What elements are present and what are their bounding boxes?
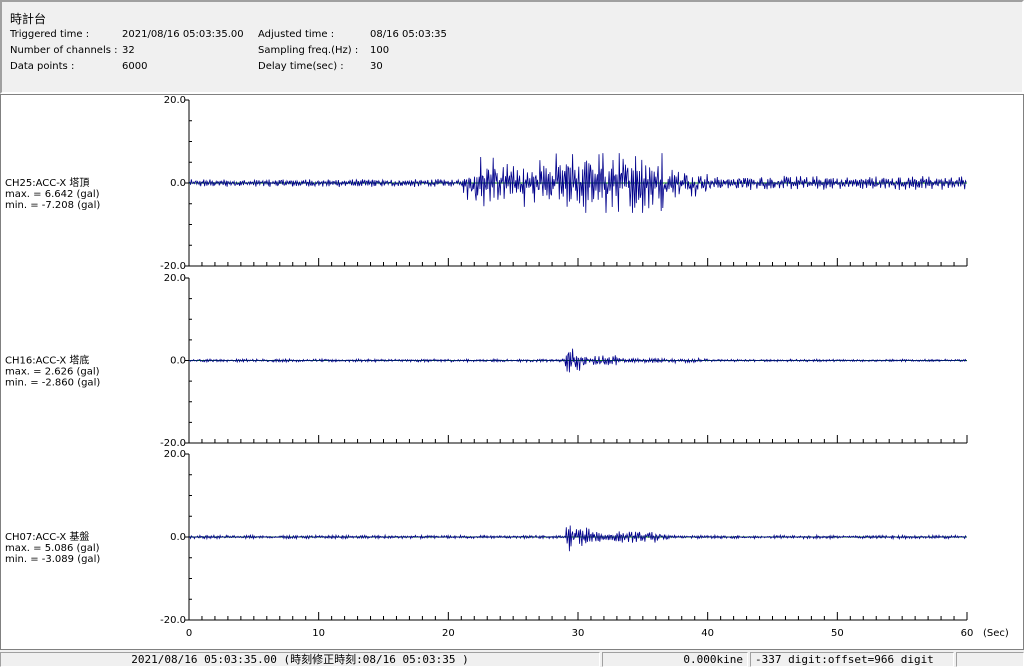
data-points-label: Data points : <box>10 61 75 72</box>
triggered-time-value: 2021/08/16 05:03:35.00 <box>122 29 244 40</box>
y-tick-label: 20.0 <box>164 449 186 460</box>
status-extra <box>956 652 1024 667</box>
x-tick-label: 10 <box>312 628 325 639</box>
status-bar: 2021/08/16 05:03:35.00 (時刻修正時刻:08/16 05:… <box>0 651 1024 667</box>
channels-label: Number of channels : <box>10 45 118 56</box>
channel-min: min. = -7.208 (gal) <box>5 200 100 211</box>
waveform-line <box>188 153 967 213</box>
info-header: 時計台 Triggered time : 2021/08/16 05:03:35… <box>0 0 1024 94</box>
channels-value: 32 <box>122 45 135 56</box>
channel-name: CH07:ACC-X 基盤 <box>5 530 89 543</box>
status-digit: -337 digit:offset=966 digit <box>750 652 954 667</box>
y-tick-label: 20.0 <box>164 273 186 284</box>
delay-value: 30 <box>370 61 383 72</box>
y-tick-label: -20.0 <box>160 438 186 449</box>
y-tick-label: 0.0 <box>170 532 186 543</box>
channel-max: max. = 5.086 (gal) <box>5 543 100 554</box>
x-tick-label: 50 <box>831 628 844 639</box>
channel-max: max. = 2.626 (gal) <box>5 367 100 378</box>
x-tick-label: 40 <box>701 628 714 639</box>
channel-name: CH16:ACC-X 塔底 <box>5 354 89 367</box>
y-tick-label: 20.0 <box>164 95 186 106</box>
status-time: 2021/08/16 05:03:35.00 (時刻修正時刻:08/16 05:… <box>0 652 600 667</box>
channel-name: CH25:ACC-X 塔頂 <box>5 176 89 189</box>
station-name: 時計台 <box>10 12 47 26</box>
channel-min: min. = -3.089 (gal) <box>5 554 100 565</box>
y-tick-label: 0.0 <box>170 356 186 367</box>
channel-min: min. = -2.860 (gal) <box>5 378 100 389</box>
x-tick-label: 0 <box>186 628 192 639</box>
x-tick-label: 20 <box>442 628 455 639</box>
waveform-line <box>188 525 967 552</box>
x-tick-label: 30 <box>572 628 585 639</box>
x-tick-label: 60 <box>961 628 974 639</box>
adjusted-time-label: Adjusted time : <box>258 29 335 40</box>
status-velocity: 0.000kine <box>602 652 748 667</box>
sampling-label: Sampling freq.(Hz) : <box>258 45 359 56</box>
triggered-time-label: Triggered time : <box>10 29 90 40</box>
waveform-plot-area: CH25:ACC-X 塔頂 max. = 6.642 (gal) min. = -7… <box>0 94 1024 650</box>
y-tick-label: 0.0 <box>170 178 186 189</box>
waveform-line <box>188 348 967 373</box>
y-tick-label: -20.0 <box>160 261 186 272</box>
channel-max: max. = 6.642 (gal) <box>5 189 100 200</box>
data-points-value: 6000 <box>122 61 148 72</box>
delay-label: Delay time(sec) : <box>258 61 344 72</box>
adjusted-time-value: 08/16 05:03:35 <box>370 29 447 40</box>
x-axis-label: (Sec) <box>983 628 1009 639</box>
sampling-value: 100 <box>370 45 390 56</box>
y-tick-label: -20.0 <box>160 615 186 626</box>
